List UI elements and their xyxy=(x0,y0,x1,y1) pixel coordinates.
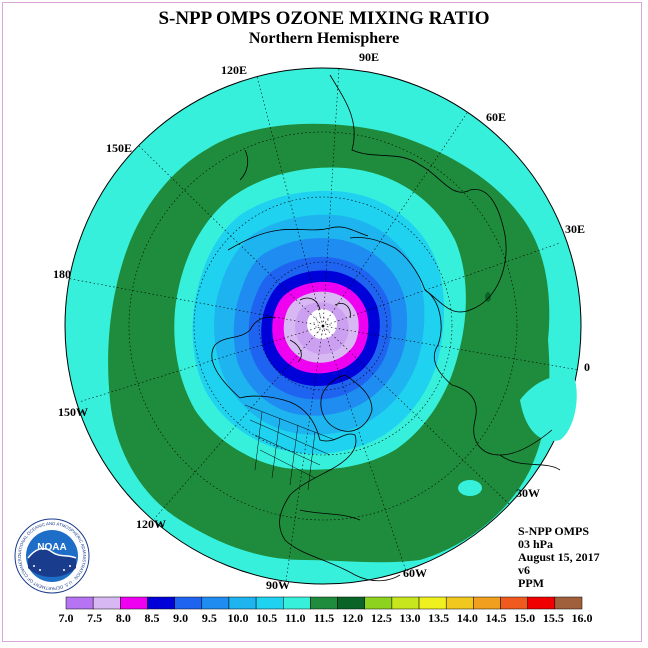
coastline-caribbean xyxy=(299,509,361,521)
lon-label-120e: 120E xyxy=(221,63,248,77)
noaa-logo: NOAA NATIONAL OCEANIC AND ATMOSPHERIC AD… xyxy=(14,518,90,594)
colorbar: 7.0 7.5 8.0 8.5 9.0 9.5 10.0 10.5 11.0 11.5 12.0 12… xyxy=(59,596,593,625)
colorbar-tick-label: 12.0 xyxy=(342,611,363,625)
colorbar-swatch xyxy=(500,596,528,610)
info-units: PPM xyxy=(518,576,544,590)
colorbar-tick-label: 9.0 xyxy=(173,611,188,625)
colorbar-swatch xyxy=(364,596,393,610)
lon-label-150w: 150W xyxy=(58,405,88,419)
coastline-asia xyxy=(329,74,507,313)
info-block: S-NPP OMPS 03 hPa August 15, 2017 v6 PPM xyxy=(518,525,600,590)
colorbar-swatch xyxy=(174,596,203,610)
coastline-arctic-islands xyxy=(289,297,351,363)
coastlines xyxy=(211,74,561,582)
info-level: 03 hPa xyxy=(518,537,554,551)
noaa-logo-text: NOAA xyxy=(37,542,66,553)
colorbar-tick-label: 12.5 xyxy=(371,611,392,625)
colorbar-tick-label: 13.5 xyxy=(428,611,449,625)
coastline-greenland xyxy=(320,374,373,432)
colorbar-swatch xyxy=(473,596,501,610)
lon-label-60w: 60W xyxy=(403,566,427,580)
colorbar-tick-label: 14.5 xyxy=(486,611,507,625)
colorbar-tick-label: 14.0 xyxy=(457,611,478,625)
lon-label-90e: 90E xyxy=(359,50,380,64)
colorbar-tick-label: 8.5 xyxy=(145,611,160,625)
coastline-japan xyxy=(239,149,249,181)
polar-no-data xyxy=(307,309,337,339)
lon-label-0: 0 xyxy=(584,360,590,374)
colorbar-tick-label: 13.0 xyxy=(400,611,421,625)
colorbar-swatch xyxy=(92,596,121,610)
colorbar-swatch xyxy=(201,596,230,610)
map-title: S-NPP OMPS OZONE MIXING RATIO xyxy=(158,8,490,29)
ozone-patch-atlantic xyxy=(458,480,482,496)
colorbar-tick-label: 15.0 xyxy=(514,611,535,625)
info-instrument: S-NPP OMPS xyxy=(518,524,589,538)
colorbar-swatch xyxy=(445,596,474,610)
graticule xyxy=(65,67,580,582)
coastline-alaska xyxy=(211,316,276,399)
coastline-europe xyxy=(424,289,553,456)
colorbar-tick-label: 9.5 xyxy=(202,611,217,625)
political-boundaries xyxy=(244,404,336,491)
colorbar-swatch xyxy=(391,596,420,610)
colorbar-swatch xyxy=(255,596,284,610)
colorbar-tick-label: 15.5 xyxy=(543,611,564,625)
colorbar-swatch xyxy=(527,596,556,610)
lon-label-90w: 90W xyxy=(266,578,290,592)
lon-label-60e: 60E xyxy=(486,110,507,124)
colorbar-swatch xyxy=(65,596,94,610)
colorbar-tick-label: 7.5 xyxy=(87,611,102,625)
colorbar-tick-label: 11.5 xyxy=(314,611,334,625)
coastline-siberia xyxy=(227,226,369,251)
coastline-north-america xyxy=(239,395,401,582)
colorbar-swatch xyxy=(147,596,175,610)
colorbar-tick-label: 8.0 xyxy=(116,611,131,625)
colorbar-tick-label: 10.0 xyxy=(228,611,249,625)
colorbar-tick-label: 11.0 xyxy=(285,611,305,625)
ozone-patch-east xyxy=(520,376,577,441)
info-date: August 15, 2017 xyxy=(518,550,600,564)
lon-label-30w: 30W xyxy=(516,486,540,500)
colorbar-swatch xyxy=(120,596,148,610)
lon-label-150e: 150E xyxy=(106,141,133,155)
lon-label-30e: 30E xyxy=(565,222,586,236)
colorbar-swatch xyxy=(228,596,257,610)
lon-label-120w: 120W xyxy=(136,517,166,531)
colorbar-swatch xyxy=(554,596,583,610)
page-frame xyxy=(2,2,642,642)
lon-label-180: 180 xyxy=(53,267,71,281)
coastline-africa xyxy=(499,454,561,471)
colorbar-swatch xyxy=(310,596,338,610)
colorbar-tick-label: 16.0 xyxy=(572,611,593,625)
colorbar-swatch xyxy=(283,596,311,610)
info-version: v6 xyxy=(518,563,530,577)
colorbar-swatch xyxy=(337,596,365,610)
colorbar-tick-label: 7.0 xyxy=(59,611,74,625)
map-subtitle: Northern Hemisphere xyxy=(248,30,400,47)
colorbar-swatch xyxy=(418,596,447,610)
colorbar-tick-label: 10.5 xyxy=(256,611,277,625)
